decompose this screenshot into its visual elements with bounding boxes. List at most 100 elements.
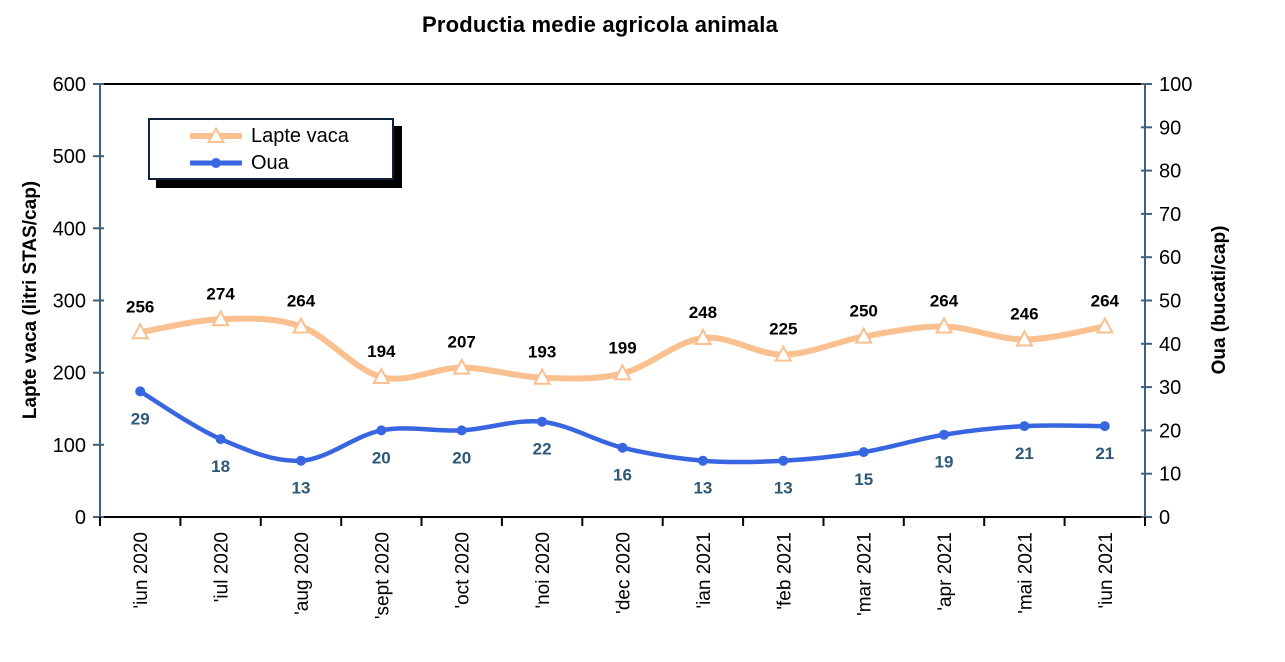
data-label: 264 — [1091, 292, 1120, 311]
triangle-marker — [854, 326, 873, 344]
category-tick-label: 'iun 2020 — [131, 532, 152, 609]
data-label: 22 — [533, 440, 552, 459]
oua-line-icon — [190, 157, 242, 168]
data-label: 225 — [769, 320, 797, 339]
category-tick-label: 'oct 2020 — [453, 532, 474, 609]
left-axis-tick-label: 300 — [53, 291, 86, 313]
category-tick-label: 'apr 2021 — [935, 532, 956, 611]
left-axis-ticks: 0 100 200 300 400 500 600 — [53, 74, 104, 529]
data-label: 248 — [689, 303, 717, 322]
left-axis-tick-label: 600 — [53, 74, 86, 96]
circle-marker — [456, 425, 467, 436]
triangle-marker — [934, 316, 954, 334]
circle-marker — [939, 429, 949, 440]
legend: Lapte vaca Oua — [148, 118, 394, 180]
circle-marker — [296, 455, 306, 466]
circle-marker — [376, 425, 387, 436]
data-label: 264 — [287, 292, 316, 311]
right-axis-tick-label: 0 — [1159, 507, 1170, 529]
triangle-marker — [291, 316, 311, 334]
series-lapte-vaca: 256 274 264 194 207 193 199 248 225 250 264 246 264 — [126, 284, 1120, 385]
category-tick-label: 'iul 2020 — [212, 532, 233, 602]
legend-label-oua: Oua — [251, 151, 289, 174]
triangle-marker — [211, 309, 230, 327]
data-label: 19 — [935, 453, 954, 472]
triangle-marker — [1015, 329, 1034, 347]
data-label: 264 — [930, 292, 959, 311]
circle-marker — [778, 455, 789, 466]
data-label: 250 — [850, 302, 878, 321]
legend-item-lapte-vaca: Lapte vaca — [190, 123, 392, 148]
data-label: 15 — [854, 470, 873, 489]
data-label: 21 — [1015, 444, 1034, 463]
triangle-marker — [1095, 316, 1114, 334]
triangle-marker — [131, 322, 150, 340]
data-label: 194 — [367, 342, 396, 361]
category-tick-label: 'iun 2021 — [1096, 532, 1117, 609]
lapte-vaca-line-icon — [190, 126, 242, 143]
right-axis-tick-label: 100 — [1159, 74, 1192, 96]
circle-marker — [858, 447, 869, 458]
category-tick-label: 'feb 2021 — [774, 532, 795, 610]
data-label: 13 — [693, 479, 712, 498]
right-axis-tick-label: 10 — [1159, 464, 1181, 486]
chart-title: Productia medie agricola animala — [421, 12, 779, 37]
right-axis-ticks: 0 10 20 30 40 50 60 70 80 90 100 — [1141, 74, 1192, 529]
left-axis-tick-label: 200 — [53, 363, 86, 385]
triangle-marker — [532, 367, 552, 385]
right-axis-tick-label: 30 — [1159, 377, 1181, 399]
circle-marker — [697, 455, 708, 466]
data-label: 20 — [372, 448, 391, 467]
category-tick-label: 'noi 2020 — [533, 532, 554, 609]
circle-marker — [537, 416, 548, 427]
category-tick-label: 'ian 2021 — [694, 532, 715, 609]
circle-marker — [617, 442, 628, 453]
left-axis-title: Lapte vaca (litri STAS/cap) — [20, 180, 41, 420]
triangle-marker — [774, 344, 793, 362]
category-tick-label: 'dec 2020 — [614, 532, 635, 614]
series-oua: 29 18 13 20 20 22 16 13 13 15 19 21 21 — [131, 386, 1114, 498]
category-tick-label: 'sept 2020 — [372, 532, 393, 619]
category-axis-ticks: 'iun 2020 'iul 2020 'aug 2020 'sept 2020 'oc… — [99, 517, 1146, 619]
data-label: 21 — [1095, 444, 1114, 463]
data-label: 29 — [131, 409, 150, 428]
right-axis-tick-label: 70 — [1159, 204, 1181, 226]
right-axis-tick-label: 40 — [1159, 334, 1181, 356]
right-axis-tick-label: 90 — [1159, 117, 1181, 139]
legend-item-oua: Oua — [190, 150, 392, 175]
category-tick-label: 'aug 2020 — [292, 532, 313, 615]
data-label: 20 — [452, 448, 471, 467]
data-label: 16 — [613, 466, 632, 485]
circle-marker — [215, 434, 226, 445]
data-label: 274 — [206, 284, 235, 303]
triangle-marker — [613, 363, 632, 381]
data-label: 246 — [1010, 305, 1038, 324]
data-label: 256 — [126, 297, 154, 316]
right-axis-tick-label: 60 — [1159, 247, 1181, 269]
data-label: 207 — [448, 333, 476, 352]
data-label: 193 — [528, 343, 556, 362]
right-axis-title: Oua (bucati/cap) — [1209, 225, 1230, 375]
triangle-marker — [452, 357, 471, 375]
triangle-marker — [693, 327, 713, 345]
triangle-marker — [372, 366, 391, 384]
right-axis-tick-label: 20 — [1159, 420, 1181, 442]
legend-label-lapte-vaca: Lapte vaca — [251, 124, 349, 147]
data-label: 199 — [608, 338, 636, 357]
left-axis-tick-label: 500 — [53, 146, 86, 168]
data-label: 13 — [774, 479, 793, 498]
left-axis-tick-label: 100 — [53, 435, 86, 457]
category-tick-label: 'mar 2021 — [855, 532, 876, 616]
category-tick-label: 'mai 2021 — [1015, 532, 1036, 614]
right-axis-tick-label: 80 — [1159, 161, 1181, 183]
data-label: 13 — [292, 479, 311, 498]
circle-marker — [135, 386, 146, 397]
left-axis-tick-label: 0 — [75, 507, 86, 529]
right-axis-tick-label: 50 — [1159, 291, 1181, 313]
data-label: 18 — [211, 457, 230, 476]
left-axis-tick-label: 400 — [53, 218, 86, 240]
circle-marker — [1019, 421, 1030, 432]
circle-marker — [1099, 421, 1110, 432]
